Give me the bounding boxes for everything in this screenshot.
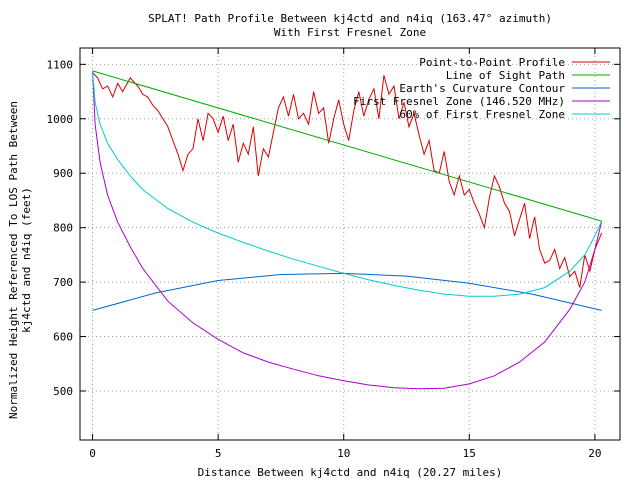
- x-tick-label: 15: [463, 447, 476, 460]
- y-tick-label: 800: [53, 222, 73, 235]
- series-line-first-fresnel-zone-146-520-mhz: [92, 70, 603, 390]
- x-tick-label: 5: [215, 447, 222, 460]
- legend-label: First Fresnel Zone (146.520 MHz): [353, 95, 565, 108]
- series-line-line-of-sight-path: [92, 70, 602, 222]
- series-group: [92, 70, 603, 390]
- series-line-60-of-first-fresnel-zone: [92, 70, 603, 297]
- x-tick-label: 0: [89, 447, 96, 460]
- legend-label: Point-to-Point Profile: [419, 56, 565, 69]
- y-tick-label: 1000: [47, 113, 74, 126]
- y-axis-label: Normalized Height Referenced To LOS Path…: [7, 101, 20, 419]
- y-tick-label: 700: [53, 276, 73, 289]
- series-line-point-to-point-profile: [92, 72, 603, 288]
- chart-title: SPLAT! Path Profile Between kj4ctd and n…: [148, 12, 552, 25]
- y-axis-label-line-2: kj4ctd and n4iq (feet): [20, 187, 33, 333]
- x-tick-label: 10: [337, 447, 350, 460]
- chart-subtitle: With First Fresnel Zone: [274, 26, 426, 39]
- y-tick-label: 1100: [47, 58, 74, 71]
- legend-label: Earth's Curvature Contour: [399, 82, 565, 95]
- plot-frame: [79, 47, 621, 441]
- x-axis-label: Distance Between kj4ctd and n4iq (20.27 …: [198, 466, 503, 479]
- x-tick-label: 20: [588, 447, 601, 460]
- y-tick-label: 600: [53, 331, 73, 344]
- axes: 0 5 10 15 20 500 600 700 800 900 1000 1100: [47, 48, 620, 460]
- legend-label: Line of Sight Path: [446, 69, 565, 82]
- y-tick-label: 900: [53, 167, 73, 180]
- grid: [80, 48, 620, 440]
- series-line-earth-s-curvature-contour: [92, 272, 602, 311]
- y-tick-label: 500: [53, 385, 73, 398]
- legend-label: 60% of First Fresnel Zone: [399, 108, 565, 121]
